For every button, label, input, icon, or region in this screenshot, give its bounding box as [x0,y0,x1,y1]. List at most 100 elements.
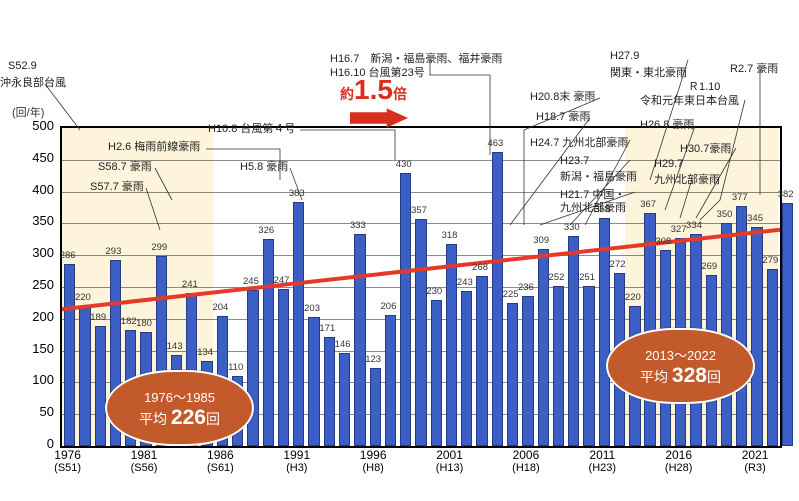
bar-value-label: 143 [167,341,183,352]
y-tick: 0 [0,436,54,451]
bar-value-label: 293 [106,246,122,257]
bar-value-label: 245 [243,276,259,287]
y-tick: 450 [0,150,54,165]
event-annotation: H30.7豪雨 [680,140,731,156]
bar [736,206,747,446]
bar [293,202,304,446]
bar [583,286,594,446]
bar-value-label: 272 [610,259,626,270]
bar [370,368,381,446]
x-tick: 2006(H18) [512,448,540,474]
bar-value-label: 247 [274,275,290,286]
bar [751,227,762,446]
bar-value-label: 334 [686,220,702,231]
y-tick: 500 [0,118,54,133]
x-tick: 1976(S51) [54,448,81,474]
event-annotation: R2.7 豪雨 [730,60,778,76]
event-annotation: 令和元年東日本台風 [640,92,739,108]
bar-value-label: 243 [457,277,473,288]
bar-value-label: 350 [717,209,733,220]
bar-value-label: 430 [396,159,412,170]
x-tick: 2001(H13) [436,448,464,474]
event-annotation: H24.7 九州北部豪雨 [530,134,628,150]
bar [339,353,350,446]
event-annotation: H27.9 [610,50,639,62]
avg-badge-late: 2013～2022平均 328回 [606,328,755,404]
multiplier-label: 約1.5倍 [340,74,407,106]
bar-value-label: 377 [732,192,748,203]
arrow-icon [350,108,408,128]
bar-value-label: 269 [701,261,717,272]
event-annotation: S57.7 豪雨 [90,178,144,194]
event-annotation: H2.6 梅雨前線豪雨 [108,138,200,154]
bar [278,289,289,446]
bar-value-label: 123 [365,354,381,365]
bar-value-label: 383 [289,188,305,199]
event-annotation: H20.8末 豪雨 [530,88,595,104]
bar-value-label: 382 [778,189,794,200]
event-annotation: 九州北部豪雨 [654,171,720,187]
avg-badge-early: 1976～1985平均 226回 [105,370,254,446]
bar-value-label: 236 [518,282,534,293]
bar-value-label: 333 [350,220,366,231]
bar-value-label: 146 [335,339,351,350]
bar [767,269,778,446]
bar-value-label: 308 [655,236,671,247]
bar [476,276,487,446]
event-annotation: 新潟・福島豪雨 [560,168,637,184]
bar [599,218,610,446]
y-tick: 350 [0,213,54,228]
y-tick: 100 [0,372,54,387]
bar-value-label: 357 [411,205,427,216]
bar [782,203,793,446]
bar-value-label: 220 [625,292,641,303]
bar [568,236,579,446]
bar-value-label: 330 [564,222,580,233]
bar-value-label: 180 [136,318,152,329]
bar-value-label: 206 [381,301,397,312]
event-annotation: S52.9 [8,60,37,72]
bar [507,303,518,446]
bar-value-label: 251 [579,272,595,283]
bar [385,315,396,446]
event-annotation: H5.8 豪雨 [240,158,288,174]
bar [431,300,442,446]
event-annotation: S58.7 豪雨 [98,158,152,174]
bar [553,286,564,446]
x-tick: 1986(S61) [207,448,234,474]
bar-value-label: 230 [426,286,442,297]
bar [308,317,319,446]
event-annotation: 関東・東北豪雨 [610,64,687,80]
bar-value-label: 241 [182,279,198,290]
bar [538,249,549,446]
event-annotation: H23.7 [560,155,589,167]
x-tick: 1991(H3) [283,448,310,474]
event-annotation: 沖永良部台風 [0,74,66,90]
y-tick: 150 [0,341,54,356]
bar-value-label: 110 [228,362,243,373]
bar-value-label: 318 [442,230,458,241]
y-tick: 200 [0,309,54,324]
bar-value-label: 345 [747,213,763,224]
x-tick: 1981(S56) [131,448,158,474]
y-tick: 250 [0,277,54,292]
bar-value-label: 279 [762,255,778,266]
x-tick: 2011(H23) [589,448,617,474]
bar [400,173,411,446]
event-annotation: 九州北部豪雨 [560,199,626,215]
y-axis-title: (回/年) [12,104,44,120]
event-annotation: H29.7 [654,158,683,170]
bar-value-label: 225 [503,289,519,300]
bar-value-label: 171 [319,323,335,334]
bar-value-label: 463 [487,138,503,149]
bar [415,219,426,446]
bar-value-label: 286 [60,250,76,261]
bar-value-label: 326 [258,225,274,236]
y-tick: 50 [0,404,54,419]
bar-value-label: 134 [197,347,213,358]
bar-value-label: 203 [304,303,320,314]
bar-value-label: 299 [151,242,167,253]
bar-value-label: 268 [472,262,488,273]
bar [354,234,365,446]
x-tick: 2021(R3) [742,448,769,474]
